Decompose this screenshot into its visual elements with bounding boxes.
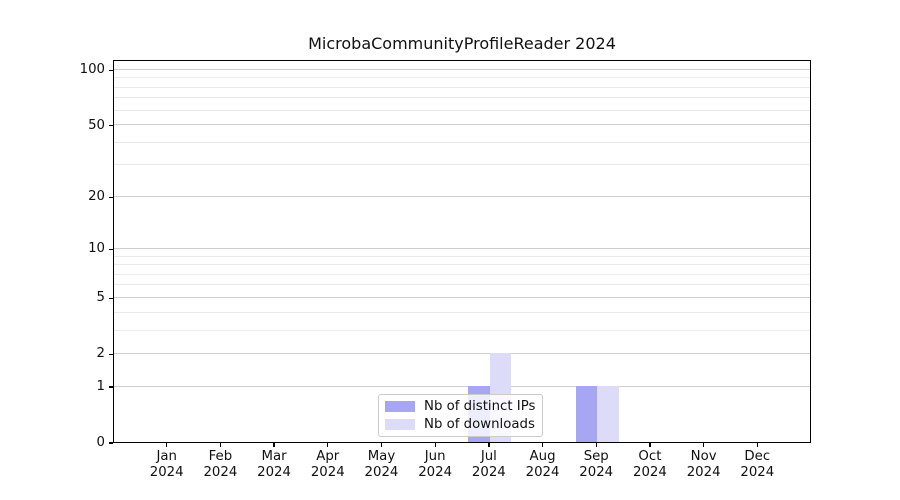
x-tick-label-oct-2024: Oct 2024: [633, 449, 667, 480]
legend-label-downloads: Nb of downloads: [424, 417, 535, 432]
x-tick-mar-2024: [273, 443, 275, 447]
y-gridline-minor-80: [114, 86, 810, 88]
y-tick-label-20: 20: [88, 189, 105, 205]
x-tick-jul-2024: [488, 443, 490, 447]
legend-label-distinct-ips: Nb of distinct IPs: [424, 399, 536, 414]
x-tick-jan-2024: [166, 443, 168, 447]
bar-nb-of-downloads-sep-2024: [597, 386, 619, 442]
x-tick-jun-2024: [434, 443, 436, 447]
x-tick-feb-2024: [219, 443, 222, 447]
x-tick-apr-2024: [327, 443, 329, 447]
y-gridline-minor-3: [114, 329, 810, 331]
y-tick-20: [109, 196, 113, 198]
x-tick-label-jan-2024: Jan 2024: [149, 449, 184, 480]
y-tick-50: [109, 125, 113, 127]
y-tick-label-100: 100: [79, 62, 105, 78]
x-tick-may-2024: [380, 443, 383, 447]
y-gridline-minor-30: [114, 164, 810, 166]
legend-swatch-downloads: [385, 419, 415, 430]
y-tick-label-10: 10: [88, 241, 105, 257]
y-gridline-major-2: [114, 352, 810, 354]
y-gridline-minor-70: [114, 97, 810, 99]
x-tick-label-sep-2024: Sep 2024: [579, 449, 614, 480]
y-gridline-major-100: [114, 68, 810, 70]
y-tick-100: [109, 69, 113, 72]
y-gridline-major-20: [114, 195, 810, 197]
x-tick-label-nov-2024: Nov 2024: [686, 449, 721, 480]
x-tick-label-apr-2024: Apr 2024: [310, 449, 345, 480]
y-gridline-major-5: [114, 296, 810, 298]
y-gridline-minor-6: [114, 284, 810, 286]
y-tick-label-2: 2: [96, 346, 105, 362]
y-tick-label-1: 1: [96, 379, 105, 395]
x-tick-label-aug-2024: Aug 2024: [525, 449, 560, 480]
x-tick-sep-2024: [595, 443, 597, 447]
legend-item-distinct-ips: Nb of distinct IPs: [385, 399, 535, 414]
legend: Nb of distinct IPs Nb of downloads: [378, 394, 544, 437]
y-tick-label-5: 5: [96, 290, 105, 306]
x-tick-oct-2024: [649, 443, 651, 447]
y-gridline-major-50: [114, 124, 810, 126]
y-gridline-minor-40: [114, 141, 810, 143]
y-gridline-major-10: [114, 247, 810, 249]
x-tick-aug-2024: [541, 443, 544, 447]
x-tick-label-may-2024: May 2024: [364, 449, 399, 480]
x-tick-label-mar-2024: Mar 2024: [257, 449, 291, 480]
y-gridline-minor-4: [114, 311, 810, 313]
y-gridline-minor-60: [114, 109, 810, 111]
legend-swatch-distinct-ips: [385, 401, 415, 412]
plot-area: [113, 60, 811, 443]
x-tick-dec-2024: [756, 443, 758, 447]
x-tick-label-jul-2024: Jul 2024: [471, 449, 506, 480]
y-tick-5: [109, 297, 113, 300]
y-tick-2: [109, 353, 113, 356]
y-tick-0: [109, 442, 113, 444]
y-gridline-minor-8: [114, 264, 810, 266]
y-gridline-minor-90: [114, 77, 810, 79]
y-gridline-minor-9: [114, 255, 810, 257]
x-tick-label-feb-2024: Feb 2024: [203, 449, 238, 480]
legend-item-downloads: Nb of downloads: [385, 417, 535, 432]
x-tick-label-dec-2024: Dec 2024: [740, 449, 775, 480]
y-gridline-minor-7: [114, 273, 810, 275]
x-tick-label-jun-2024: Jun 2024: [418, 449, 453, 480]
bar-nb-of-distinct-ips-sep-2024: [575, 386, 598, 442]
chart-title: MicrobaCommunityProfileReader 2024: [308, 34, 616, 53]
y-tick-1: [109, 386, 113, 388]
y-gridline-major-1: [114, 385, 810, 387]
y-tick-10: [109, 248, 113, 251]
y-tick-label-50: 50: [88, 117, 105, 133]
x-tick-nov-2024: [703, 443, 705, 447]
y-tick-label-0: 0: [96, 435, 105, 450]
